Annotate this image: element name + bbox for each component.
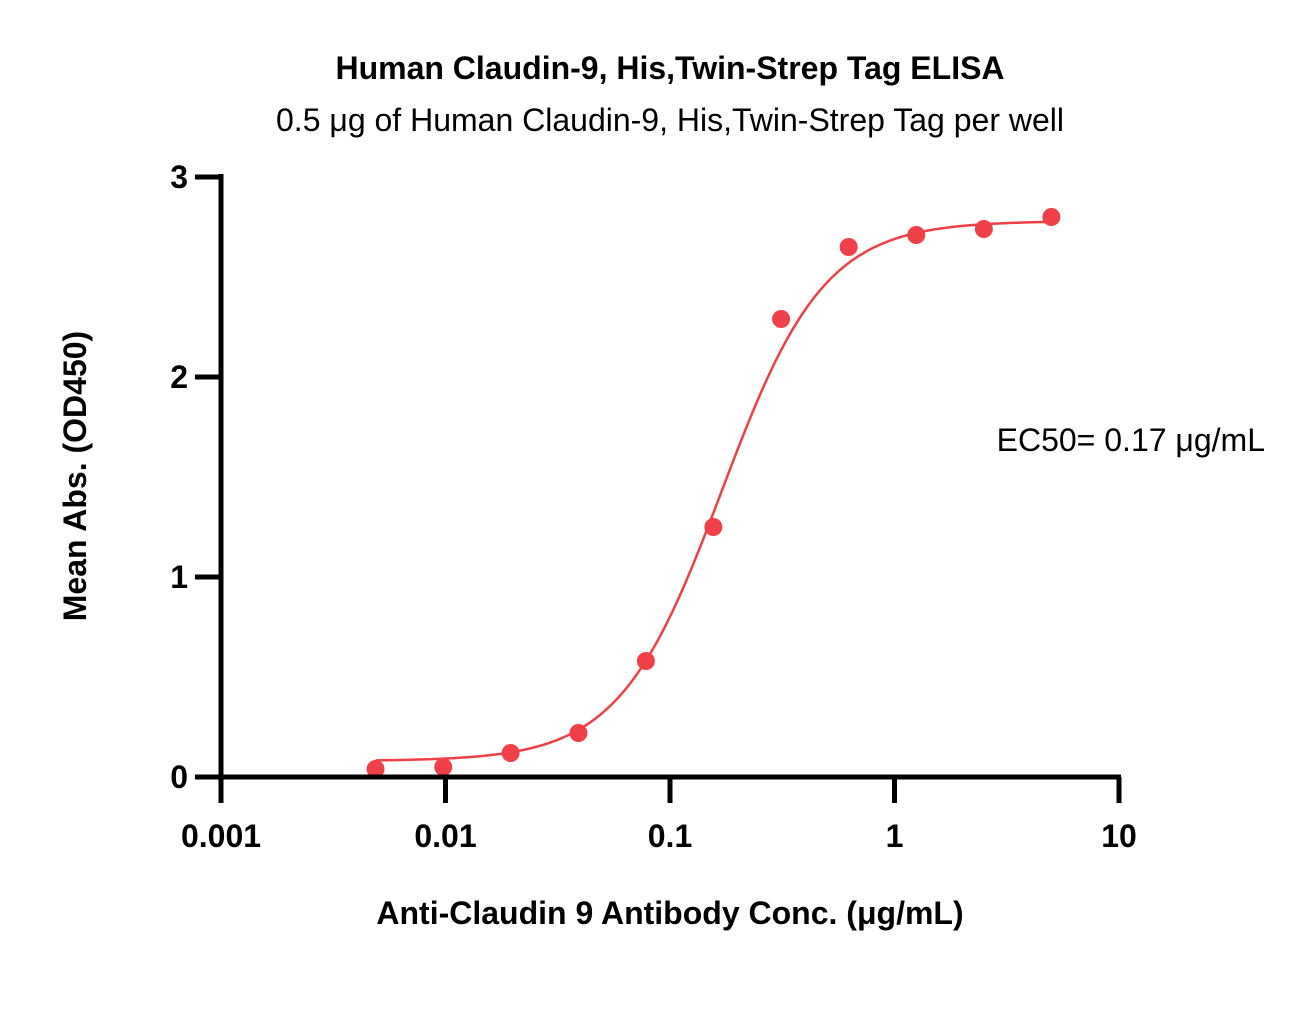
x-axis-label: Anti-Claudin 9 Antibody Conc. (μg/mL) [376,895,963,931]
data-point [434,758,453,776]
chart-subtitle: 0.5 μg of Human Claudin-9, His,Twin-Stre… [276,102,1064,138]
x-tick-label: 10 [1101,818,1137,854]
y-tick-label: 2 [170,359,188,395]
ec50-annotation: EC50= 0.17 μg/mL [997,422,1265,458]
x-axis-ticks: 0.001 0.01 0.1 1 10 [181,777,1137,854]
data-point [704,518,723,536]
data-point [974,220,993,238]
x-tick-label: 1 [886,818,904,854]
data-point [501,744,520,762]
data-point [907,226,926,244]
x-tick-label: 0.1 [648,818,692,854]
y-tick-label: 3 [170,159,188,195]
data-point [569,724,588,742]
data-point [772,310,791,328]
data-point [839,238,858,256]
y-tick-label: 0 [170,759,188,795]
x-tick-label: 0.01 [414,818,476,854]
data-point [1042,208,1061,226]
y-axis-ticks: 0 1 2 3 [170,159,221,795]
fit-curve [375,220,1052,762]
x-tick-label: 0.001 [181,818,261,854]
data-point [366,760,385,778]
data-points [366,208,1061,778]
y-tick-label: 1 [170,559,188,595]
y-axis-label: Mean Abs. (OD450) [57,331,93,621]
data-point [636,652,655,670]
chart-title: Human Claudin-9, His,Twin-Strep Tag ELIS… [335,50,1004,86]
